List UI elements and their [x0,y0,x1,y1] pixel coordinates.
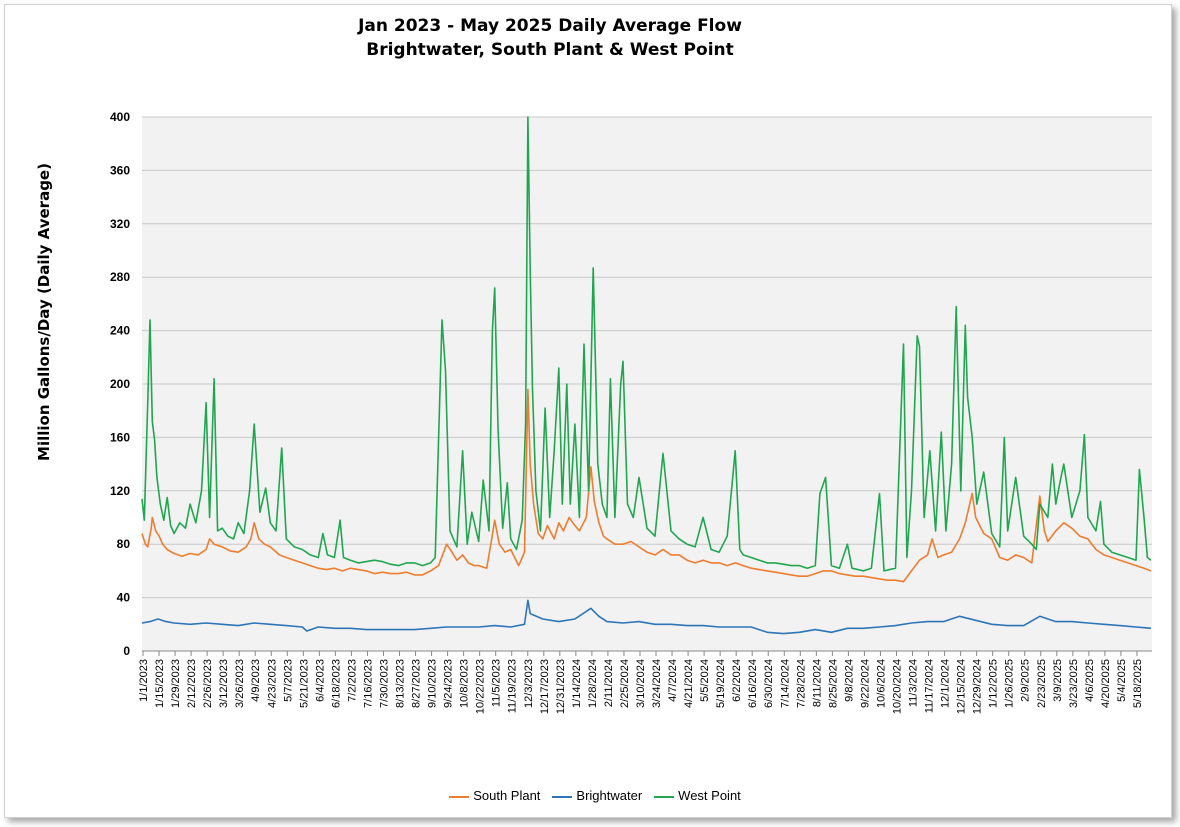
x-tick-label: 5/18/2025 [1132,659,1144,708]
x-tick-label: 1/12/2025 [988,659,1000,708]
series-lines [141,116,1152,635]
x-tick-label: 9/24/2023 [443,659,455,708]
legend-item: Brightwater [552,788,642,803]
x-tick-label: 9/8/2024 [843,659,855,702]
legend-label: West Point [678,788,741,803]
y-tick-label: 40 [117,591,131,605]
y-tick-label: 160 [110,430,130,444]
legend-item: West Point [654,788,741,803]
series-line-south-plant [141,388,1152,583]
x-tick-label: 3/9/2025 [1052,659,1064,702]
y-tick-label: 200 [110,377,130,391]
y-tick-label: 120 [110,484,130,498]
legend-item: South Plant [449,788,540,803]
x-tick-label: 2/26/2023 [202,659,214,708]
x-tick-label: 4/20/2025 [1100,659,1112,708]
x-tick-label: 1/14/2024 [571,659,583,708]
x-tick-label: 10/6/2024 [875,659,887,708]
x-tick-label: 10/20/2024 [891,659,903,714]
x-axis-ticks [142,651,1138,656]
x-tick-label: 5/7/2023 [282,659,294,702]
x-tick-label: 8/13/2023 [395,659,407,708]
y-tick-label: 240 [110,324,130,338]
x-tick-label: 6/16/2024 [747,659,759,708]
legend-swatch [654,795,675,798]
y-tick-label: 280 [110,270,130,284]
x-tick-label: 5/21/2023 [298,659,310,708]
legend-label: South Plant [473,788,541,803]
y-tick-label: 80 [117,537,131,551]
x-tick-label: 5/5/2024 [699,659,711,702]
x-tick-label: 12/3/2023 [523,659,535,708]
legend-swatch [552,795,573,798]
x-tick-label: 1/28/2024 [587,659,599,708]
legend-label: Brightwater [576,788,643,803]
x-tick-label: 2/25/2024 [619,659,631,708]
x-tick-label: 4/9/2023 [250,659,262,702]
y-tick-label: 0 [123,644,130,658]
x-tick-label: 1/26/2025 [1004,659,1016,708]
x-tick-label: 12/1/2024 [940,659,952,708]
chart-title-line-1: Jan 2023 - May 2025 Daily Average Flow [358,16,742,36]
x-tick-label: 4/6/2025 [1084,659,1096,702]
x-tick-label: 5/4/2025 [1116,659,1128,702]
chart-title-line-2: Brightwater, South Plant & West Point [366,40,734,60]
x-tick-label: 3/23/2025 [1068,659,1080,708]
y-axis-tick-labels: 0 40 80 120 160 200 240 280 320 360 400 [110,110,130,658]
x-tick-label: 12/29/2024 [972,659,984,714]
x-tick-label: 11/5/2023 [491,659,503,707]
series-line-west-point [141,116,1152,572]
x-tick-label: 4/23/2023 [266,659,278,708]
x-tick-label: 2/23/2025 [1036,659,1048,708]
chart-title: Jan 2023 - May 2025 Daily Average Flow B… [0,14,1100,62]
y-tick-label: 360 [110,163,130,177]
x-tick-label: 11/19/2023 [507,659,519,713]
x-tick-label: 6/18/2023 [330,659,342,708]
x-tick-label: 7/2/2023 [346,659,358,702]
x-tick-label: 1/1/2023 [138,659,150,702]
x-tick-label: 8/11/2024 [811,659,823,707]
x-tick-label: 2/9/2025 [1020,659,1032,702]
x-tick-label: 6/30/2024 [763,659,775,708]
x-tick-label: 3/26/2023 [234,659,246,708]
x-tick-label: 12/31/2023 [555,659,567,714]
x-tick-label: 12/17/2023 [539,659,551,714]
x-tick-label: 11/3/2024 [908,659,920,707]
x-tick-label: 4/21/2024 [683,659,695,708]
x-tick-label: 4/7/2024 [667,659,679,702]
x-tick-label: 9/22/2024 [859,659,871,708]
x-tick-label: 7/28/2024 [795,659,807,708]
x-tick-label: 3/24/2024 [651,659,663,708]
x-tick-label: 5/19/2024 [715,659,727,708]
x-tick-label: 12/15/2024 [956,659,968,714]
x-tick-label: 11/17/2024 [924,659,936,713]
x-tick-label: 6/4/2023 [314,659,326,702]
x-tick-label: 1/29/2023 [170,659,182,708]
x-tick-label: 1/15/2023 [154,659,166,708]
x-tick-label: 8/25/2024 [827,659,839,708]
x-tick-label: 8/27/2023 [411,659,423,708]
x-tick-label: 2/12/2023 [186,659,198,708]
x-tick-label: 9/10/2023 [427,659,439,708]
x-tick-label: 10/8/2023 [459,659,471,708]
x-tick-label: 6/2/2024 [731,659,743,702]
x-tick-label: 3/12/2023 [218,659,230,708]
x-tick-label: 7/16/2023 [362,659,374,708]
series-line-brightwater [141,599,1151,635]
x-tick-label: 3/10/2024 [635,659,647,708]
x-tick-label: 7/30/2023 [378,659,390,708]
x-tick-label: 7/14/2024 [779,659,791,708]
x-tick-label: 10/22/2023 [475,659,487,714]
x-axis-tick-labels: 1/1/2023 1/15/2023 1/29/2023 2/12/2023 2/26/… [138,659,1144,714]
legend-swatch [449,795,470,798]
legend: South Plant Brightwater West Point [0,788,1180,803]
y-tick-label: 400 [110,110,130,124]
x-tick-label: 2/11/2024 [603,659,615,707]
y-tick-label: 320 [110,217,130,231]
